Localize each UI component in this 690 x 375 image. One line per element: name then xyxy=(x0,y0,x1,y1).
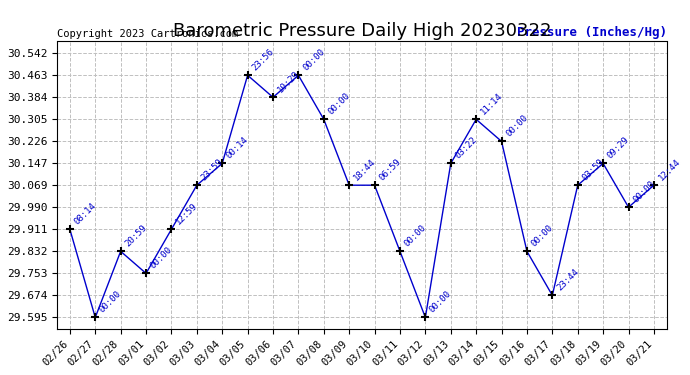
Text: 12:59: 12:59 xyxy=(174,201,199,226)
Text: 23:59: 23:59 xyxy=(199,157,225,182)
Text: 00:00: 00:00 xyxy=(504,113,529,139)
Text: 00:00: 00:00 xyxy=(326,91,352,117)
Text: 06:59: 06:59 xyxy=(377,157,402,182)
Text: 11:14: 11:14 xyxy=(479,91,504,117)
Text: 12:44: 12:44 xyxy=(656,157,682,182)
Text: 00:00: 00:00 xyxy=(402,223,428,249)
Text: 10:29: 10:29 xyxy=(275,69,301,94)
Title: Barometric Pressure Daily High 20230322: Barometric Pressure Daily High 20230322 xyxy=(172,22,551,40)
Text: 03:59: 03:59 xyxy=(580,157,606,182)
Text: 03:22: 03:22 xyxy=(453,135,479,160)
Text: 00:00: 00:00 xyxy=(428,289,453,315)
Text: Pressure (Inches/Hg): Pressure (Inches/Hg) xyxy=(517,26,667,39)
Text: Copyright 2023 Cartronics.com: Copyright 2023 Cartronics.com xyxy=(57,28,239,39)
Text: 09:29: 09:29 xyxy=(606,135,631,160)
Text: 00:00: 00:00 xyxy=(301,47,326,72)
Text: 00:00: 00:00 xyxy=(98,289,123,315)
Text: 20:59: 20:59 xyxy=(124,223,148,249)
Text: 00:00: 00:00 xyxy=(631,179,656,204)
Text: 08:14: 08:14 xyxy=(72,201,98,226)
Text: 00:00: 00:00 xyxy=(148,245,174,271)
Text: 18:44: 18:44 xyxy=(352,157,377,182)
Text: 00:00: 00:00 xyxy=(529,223,555,249)
Text: 23:56: 23:56 xyxy=(250,47,275,72)
Text: 00:14: 00:14 xyxy=(225,135,250,160)
Text: 23:44: 23:44 xyxy=(555,267,580,292)
